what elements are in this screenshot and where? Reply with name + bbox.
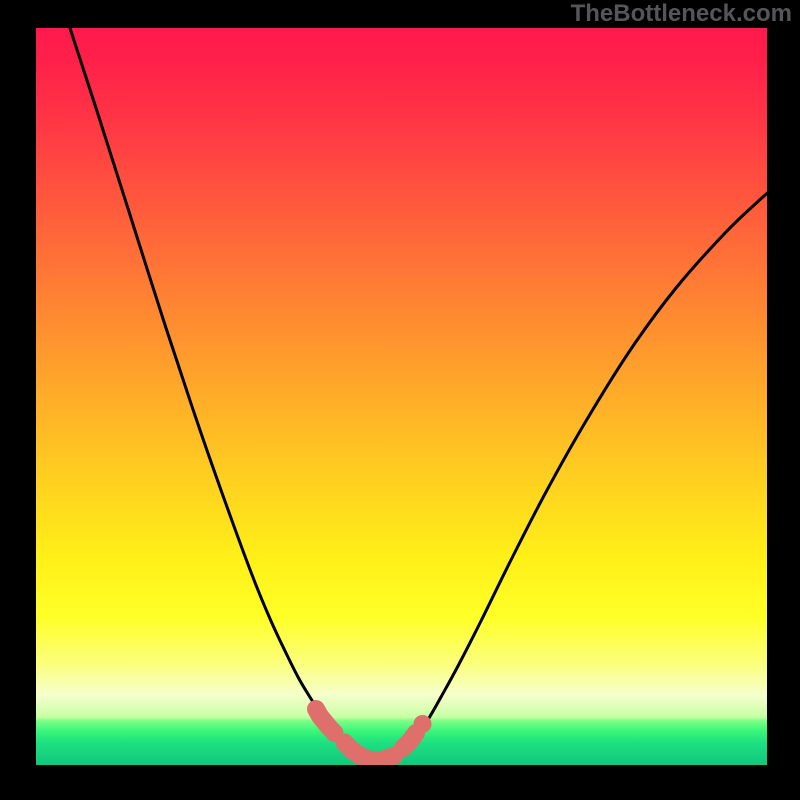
watermark-text: TheBottleneck.com: [571, 0, 792, 28]
highlight-segment-2: [403, 733, 416, 748]
bottleneck-curve: [68, 28, 767, 761]
chart-frame: TheBottleneck.com: [0, 0, 800, 800]
highlight-segment-1: [345, 743, 395, 761]
highlight-segment-0: [316, 709, 335, 733]
plot-area: [36, 28, 767, 765]
curve-layer: [36, 28, 767, 765]
